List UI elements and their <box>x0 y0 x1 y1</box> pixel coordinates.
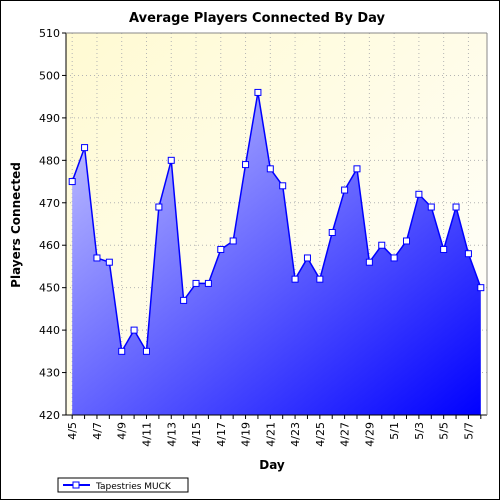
y-tick-label: 510 <box>39 27 60 40</box>
data-point-marker <box>390 254 398 262</box>
data-point-marker <box>81 144 89 152</box>
x-tick-label: 4/5 <box>66 422 79 440</box>
x-tick-label: 4/17 <box>215 422 228 447</box>
data-point-marker <box>303 254 311 262</box>
data-point-marker <box>365 258 373 266</box>
data-point-marker <box>217 245 225 253</box>
y-tick-label: 470 <box>39 197 60 210</box>
chart-title: Average Players Connected By Day <box>129 11 385 26</box>
x-tick-label: 5/1 <box>388 422 401 440</box>
data-point-marker <box>204 279 212 287</box>
y-tick-label: 450 <box>39 282 60 295</box>
data-point-marker <box>353 165 361 173</box>
x-tick-label: 4/19 <box>240 422 253 447</box>
x-tick-label: 4/23 <box>289 422 302 447</box>
data-point-marker <box>130 326 138 334</box>
y-tick-label: 490 <box>39 112 60 125</box>
data-point-marker <box>415 190 423 198</box>
x-tick-label: 4/7 <box>91 422 104 440</box>
data-point-marker <box>427 203 435 211</box>
data-point-marker <box>180 296 188 304</box>
data-point-marker <box>279 182 287 190</box>
x-tick-label: 4/11 <box>140 422 153 447</box>
data-point-marker <box>142 347 150 355</box>
data-point-marker <box>378 241 386 249</box>
legend-marker-swatch <box>72 481 80 489</box>
data-point-marker <box>68 178 76 186</box>
data-point-marker <box>464 250 472 258</box>
data-point-marker <box>477 284 485 292</box>
x-tick-label: 4/9 <box>116 422 129 440</box>
data-point-marker <box>93 254 101 262</box>
data-point-marker <box>118 347 126 355</box>
marker-layer <box>68 88 485 355</box>
data-point-marker <box>242 161 250 169</box>
x-tick-label: 4/29 <box>363 422 376 447</box>
x-tick-label: 4/13 <box>165 422 178 447</box>
y-axis-title: Players Connected <box>9 162 23 288</box>
legend: Tapestries MUCK <box>57 477 189 493</box>
y-tick-label: 480 <box>39 154 60 167</box>
data-point-marker <box>316 275 324 283</box>
data-point-marker <box>229 237 237 245</box>
x-tick-label: 5/7 <box>462 422 475 440</box>
legend-label: Tapestries MUCK <box>95 482 172 492</box>
data-point-marker <box>403 237 411 245</box>
data-point-marker <box>254 88 262 96</box>
data-point-marker <box>440 245 448 253</box>
data-point-marker <box>105 258 113 266</box>
x-tick-label: 4/27 <box>339 422 352 447</box>
area-fill <box>72 92 481 415</box>
x-axis-title: Day <box>259 458 285 472</box>
data-point-marker <box>192 279 200 287</box>
data-point-marker <box>167 156 175 164</box>
x-tick-label: 4/21 <box>264 422 277 447</box>
x-tick-label: 4/15 <box>190 422 203 447</box>
x-tick-label: 5/3 <box>413 422 426 440</box>
y-tick-label: 460 <box>39 239 60 252</box>
data-point-marker <box>155 203 163 211</box>
y-tick-label: 440 <box>39 324 60 337</box>
series-line <box>71 92 482 354</box>
area-layer <box>71 92 482 415</box>
x-tick-label: 4/25 <box>314 422 327 447</box>
y-tick-labels: 420 430 440 450 460 470 480 490 500 510 <box>39 27 66 422</box>
data-point-marker <box>452 203 460 211</box>
data-point-marker <box>328 228 336 236</box>
y-tick-label: 500 <box>39 69 60 82</box>
axes <box>65 32 488 416</box>
data-point-marker <box>266 165 274 173</box>
x-tick-labels: 4/5 4/7 4/9 4/11 4/13 4/15 4/17 4/19 4/21 4/23 4/2… <box>66 415 482 447</box>
y-tick-label: 430 <box>39 367 60 380</box>
x-tick-label: 5/5 <box>438 422 451 440</box>
y-tick-label: 420 <box>39 409 60 422</box>
data-point-marker <box>341 186 349 194</box>
legend-box <box>57 477 189 493</box>
data-point-marker <box>291 275 299 283</box>
